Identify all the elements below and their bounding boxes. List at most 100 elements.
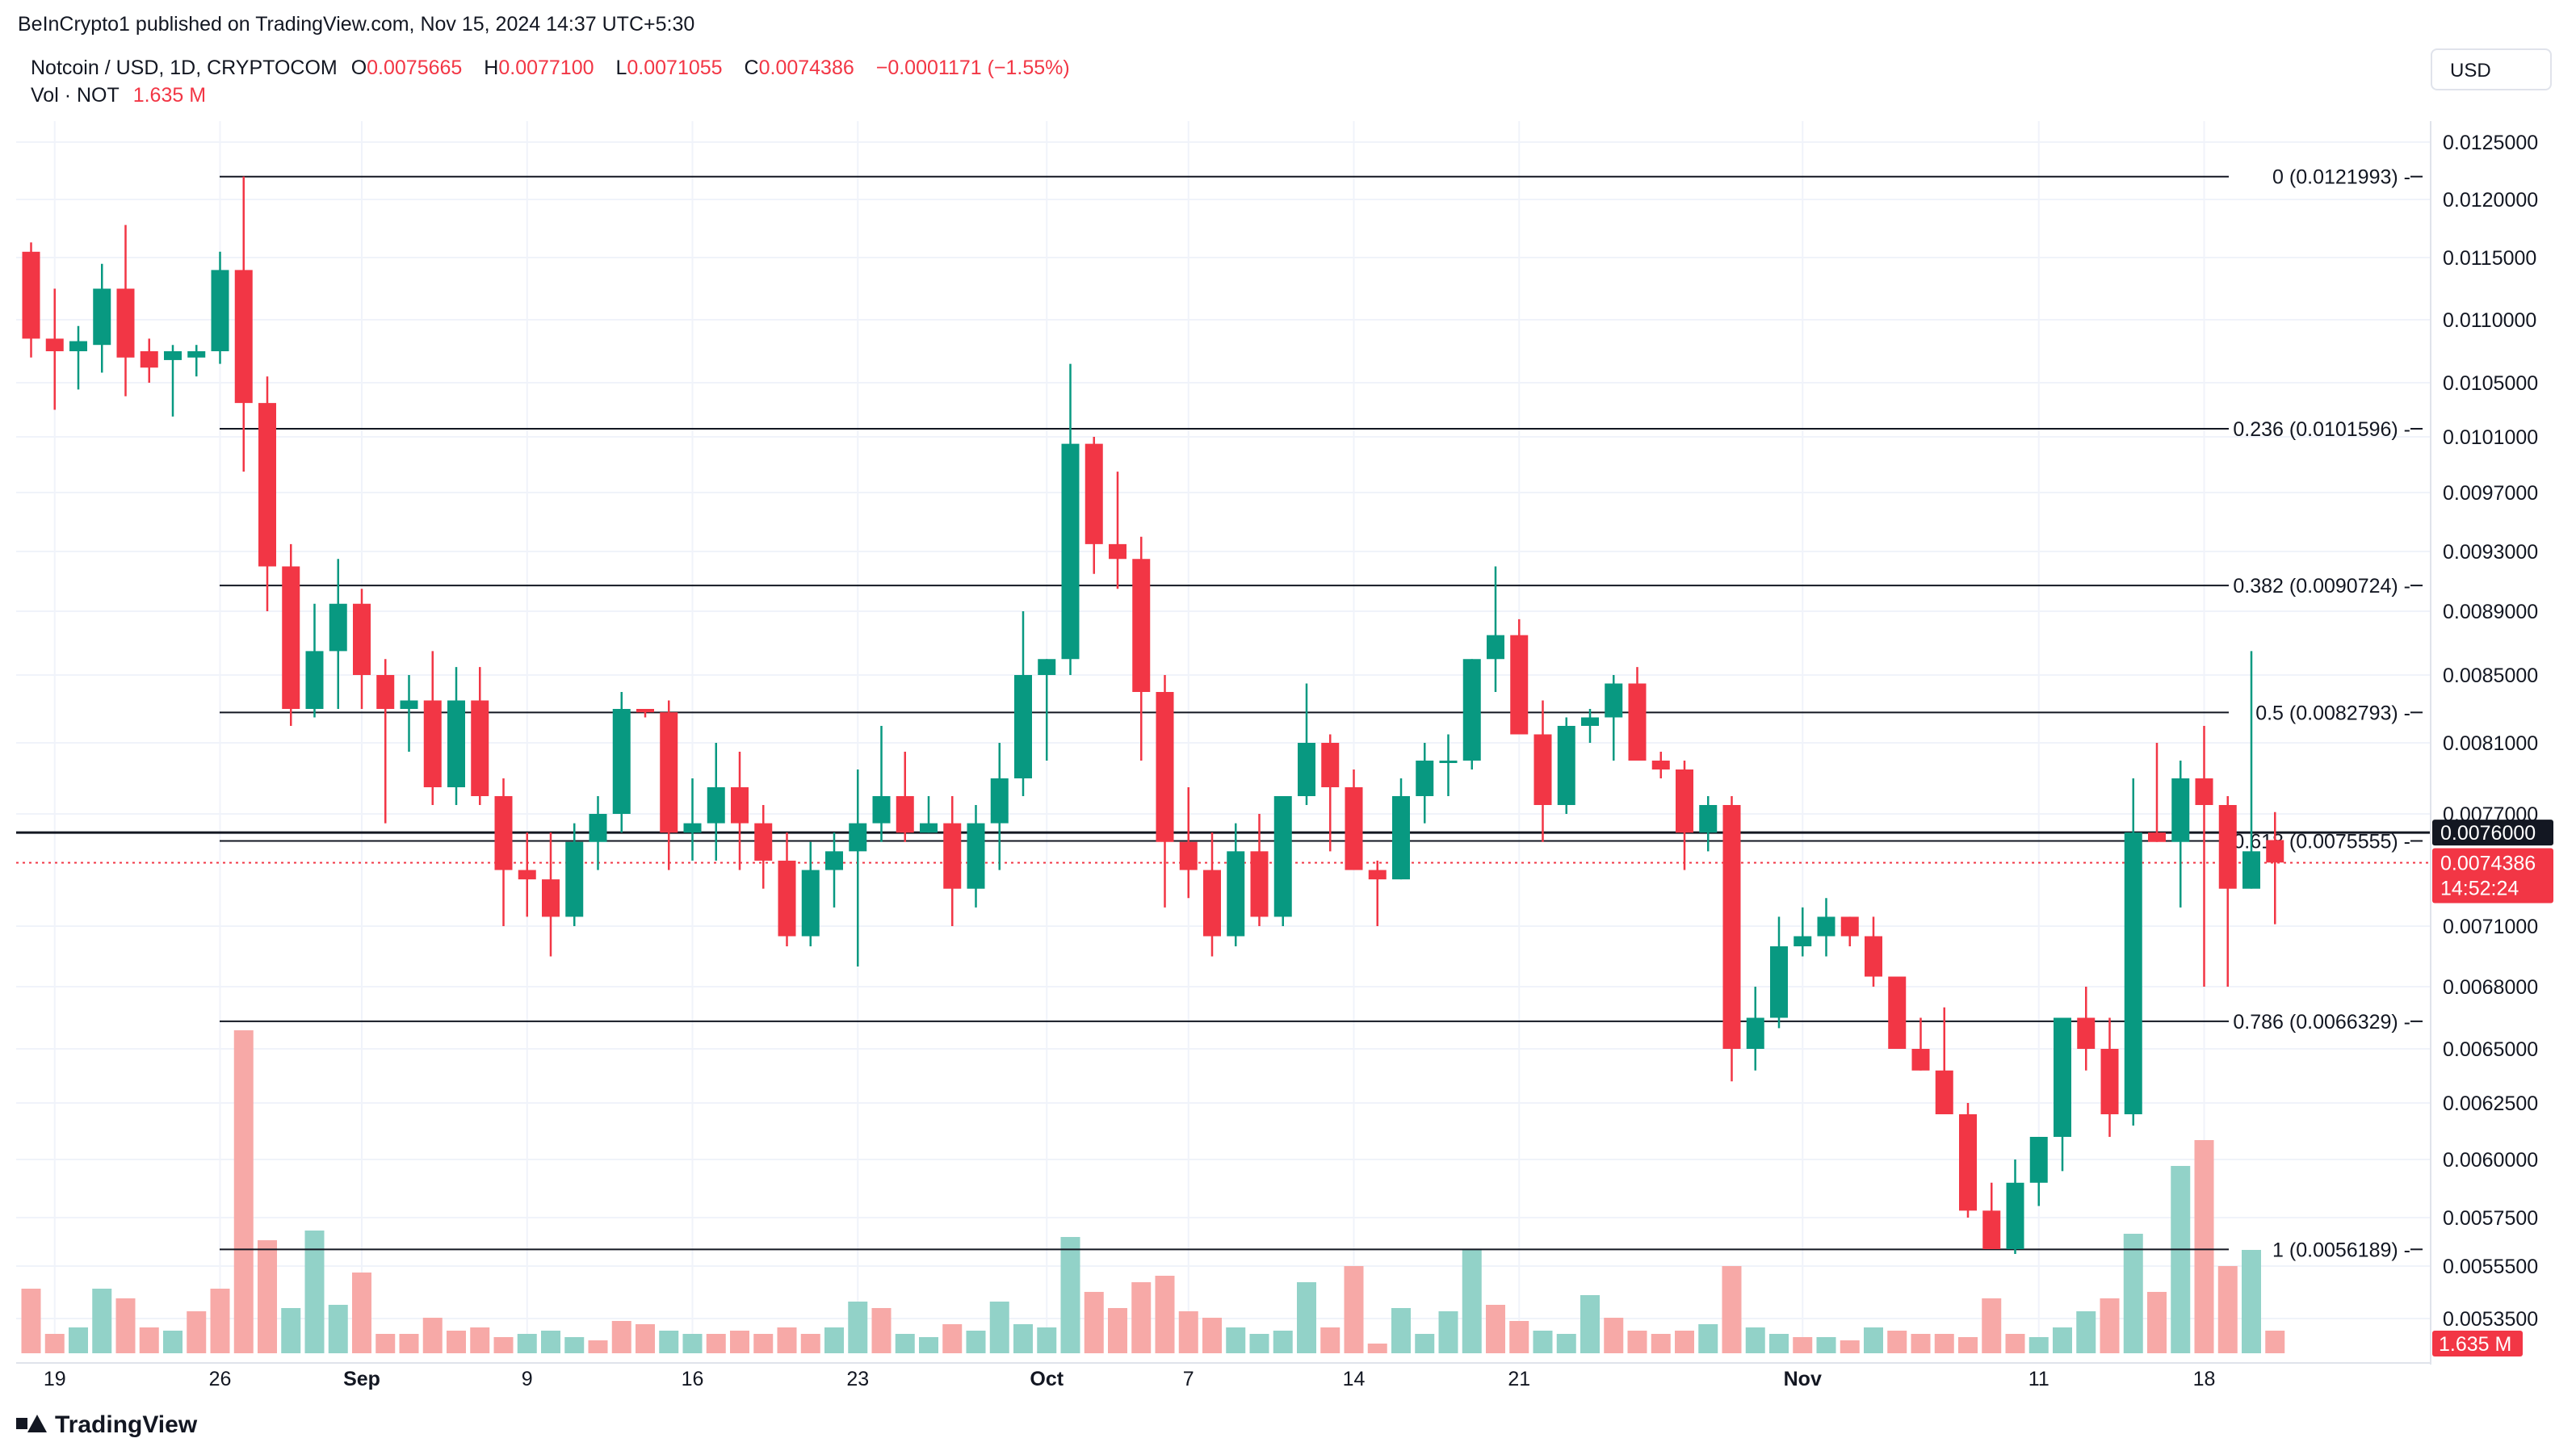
candle-body bbox=[660, 712, 678, 833]
volume-bar bbox=[1816, 1337, 1836, 1353]
y-tick-label: 0.0120000 bbox=[2443, 189, 2538, 212]
volume-bar bbox=[1533, 1331, 1553, 1353]
volume-bar bbox=[375, 1334, 396, 1353]
volume-bar bbox=[163, 1331, 183, 1353]
candle-body bbox=[93, 288, 111, 346]
volume-tag bbox=[2432, 1331, 2523, 1356]
volume-bar bbox=[1084, 1292, 1104, 1353]
x-tick-label: 21 bbox=[1508, 1368, 1530, 1390]
volume-bar bbox=[1037, 1327, 1057, 1353]
volume-bar bbox=[69, 1327, 88, 1353]
candle-body bbox=[376, 675, 395, 709]
volume-bar bbox=[1486, 1305, 1505, 1353]
low-value: L0.0071055 bbox=[615, 57, 730, 79]
volume-bar bbox=[139, 1327, 159, 1353]
volume-tag-label: 1.635 M bbox=[2439, 1333, 2511, 1356]
volume-bar bbox=[1060, 1237, 1080, 1353]
candle-body bbox=[2195, 778, 2213, 805]
volume-bar bbox=[2147, 1292, 2167, 1353]
volume-bar bbox=[2265, 1331, 2285, 1353]
candle-body bbox=[1935, 1070, 1953, 1114]
y-tick-label: 0.0071000 bbox=[2443, 916, 2538, 938]
x-tick-label: Oct bbox=[1030, 1368, 1064, 1390]
volume-label[interactable]: Vol · NOT bbox=[31, 84, 120, 107]
candle-body bbox=[1794, 936, 1812, 946]
x-tick-label: 14 bbox=[1343, 1368, 1366, 1390]
candle-body bbox=[1533, 734, 1552, 805]
fib-level-label: 0.786 (0.0066329) - bbox=[2233, 1011, 2410, 1034]
fib-level-label: 0.618 (0.0075555) - bbox=[2233, 830, 2410, 853]
candle-body bbox=[1439, 761, 1458, 763]
candle-body bbox=[2006, 1182, 2024, 1249]
symbol-name[interactable]: Notcoin / USD, 1D, CRYPTOCOM bbox=[31, 57, 338, 79]
volume-bar bbox=[1155, 1276, 1175, 1353]
candle-body bbox=[990, 778, 1009, 824]
candle-body bbox=[1345, 787, 1363, 870]
volume-bar bbox=[1722, 1266, 1742, 1353]
volume-bar bbox=[1415, 1334, 1435, 1353]
candle-body bbox=[731, 787, 749, 824]
candle-body bbox=[1651, 761, 1670, 769]
y-tick-label: 0.0065000 bbox=[2443, 1038, 2538, 1061]
candle-body bbox=[542, 879, 560, 917]
candle-body bbox=[849, 823, 867, 852]
candle-body bbox=[1156, 692, 1174, 842]
candle-body bbox=[187, 351, 206, 358]
y-tick-label: 0.0053500 bbox=[2443, 1308, 2538, 1331]
volume-bar bbox=[517, 1334, 537, 1353]
candle-body bbox=[1273, 796, 1292, 917]
volume-bar bbox=[2005, 1334, 2025, 1353]
candle-body bbox=[612, 709, 631, 814]
low-label: L bbox=[615, 57, 627, 79]
candle-body bbox=[1510, 635, 1529, 735]
volume-bar bbox=[636, 1324, 655, 1353]
x-tick-label: 16 bbox=[682, 1368, 704, 1390]
volume-bar bbox=[824, 1327, 844, 1353]
volume-bar bbox=[1982, 1298, 2002, 1353]
volume-bar bbox=[1911, 1334, 1931, 1353]
currency-button[interactable]: USD bbox=[2431, 48, 2552, 90]
volume-bar bbox=[2028, 1337, 2049, 1353]
volume-bar bbox=[447, 1331, 466, 1353]
candle-body bbox=[754, 823, 773, 861]
volume-bar bbox=[1013, 1324, 1033, 1353]
volume-legend: Vol · NOT 1.635 M bbox=[31, 84, 214, 107]
volume-bar bbox=[1958, 1337, 1978, 1353]
candle-body bbox=[1085, 443, 1103, 544]
y-tick-label: 0.0081000 bbox=[2443, 732, 2538, 755]
candle-body bbox=[589, 814, 607, 842]
candle-body bbox=[518, 870, 536, 880]
candle-body bbox=[683, 823, 702, 833]
volume-bar bbox=[1391, 1308, 1411, 1353]
fib-level-label: 1 (0.0056189) - bbox=[2272, 1239, 2410, 1261]
open-label: O bbox=[350, 57, 367, 79]
y-tick-label: 0.0057500 bbox=[2443, 1207, 2538, 1230]
volume-bar bbox=[422, 1318, 443, 1353]
candle-body bbox=[1605, 683, 1623, 718]
candle-body bbox=[2242, 851, 2260, 889]
candle-body bbox=[920, 823, 938, 833]
candle-body bbox=[1817, 916, 1836, 937]
volume-bar bbox=[1840, 1340, 1860, 1353]
volume-bar bbox=[564, 1337, 585, 1353]
candle-body bbox=[1250, 851, 1269, 917]
volume-bar bbox=[1580, 1295, 1600, 1353]
candle-body bbox=[258, 403, 276, 567]
candle-body bbox=[1982, 1210, 2001, 1249]
volume-bar bbox=[1462, 1250, 1482, 1353]
fib-level-label: 0.5 (0.0082793) - bbox=[2255, 702, 2410, 724]
candle-body bbox=[636, 709, 654, 713]
current-price-label: 0.0074386 bbox=[2440, 853, 2536, 875]
candle-body bbox=[1722, 805, 1741, 1049]
candle-body bbox=[1699, 805, 1718, 833]
y-tick-label: 0.0060000 bbox=[2443, 1149, 2538, 1172]
x-tick-label: 11 bbox=[2028, 1368, 2049, 1390]
candle-body bbox=[2100, 1049, 2119, 1114]
x-tick-label: 9 bbox=[522, 1368, 533, 1390]
volume-bar bbox=[989, 1302, 1009, 1353]
candle-body bbox=[1392, 796, 1410, 880]
brand-name: TradingView bbox=[55, 1411, 198, 1438]
volume-bar bbox=[2194, 1140, 2214, 1353]
candle-body bbox=[2148, 832, 2166, 842]
